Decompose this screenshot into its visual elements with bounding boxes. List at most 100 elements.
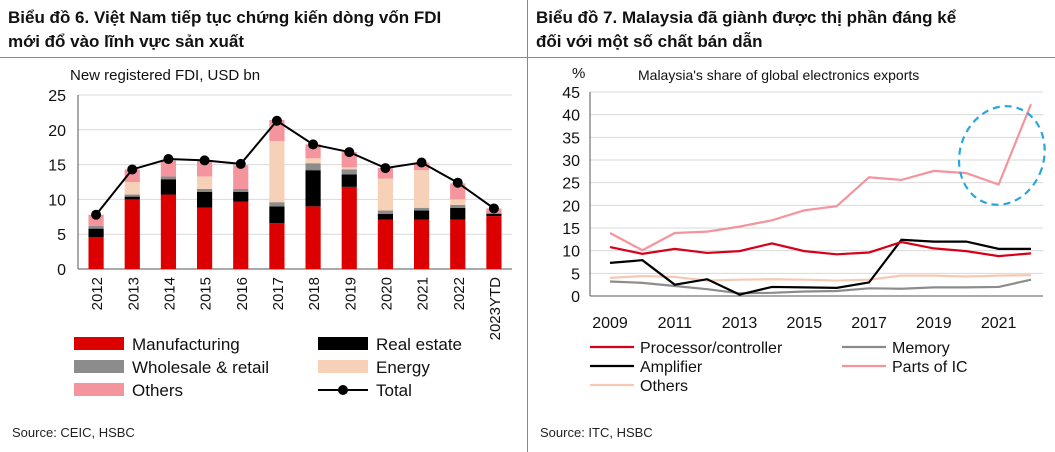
x-axis-ticks: 2009 2011 2013 2015 2017 2019 2021	[592, 315, 1016, 332]
x-tick-label: 2019	[342, 277, 359, 310]
x-tick-label: 2019	[916, 315, 952, 332]
bar-segment	[450, 219, 466, 269]
y-gridlines	[77, 94, 512, 270]
y-tick-label: 10	[48, 192, 66, 209]
x-tick-label: 2021	[415, 277, 432, 310]
bar-segment	[124, 194, 140, 197]
y-tick-label: 10	[562, 244, 580, 261]
legend-label: Manufacturing	[132, 335, 240, 354]
total-marker	[163, 154, 174, 165]
y-tick-label: 20	[48, 123, 66, 140]
bar-segment	[160, 179, 177, 195]
bar-segment	[124, 196, 140, 200]
right-title-line1: Biểu đồ 7. Malaysia đã giành được thị ph…	[536, 8, 957, 27]
legend-label: Amplifier	[640, 359, 703, 376]
bar-segment	[377, 214, 394, 220]
left-panel: Biểu đồ 6. Việt Nam tiếp tục chứng kiến …	[0, 0, 527, 452]
bar-segment	[88, 225, 104, 229]
legend-label: Memory	[892, 340, 950, 357]
total-marker	[199, 155, 210, 166]
legend-marker	[338, 385, 348, 395]
y-tick-label: 25	[562, 176, 580, 193]
bar-segment	[233, 201, 249, 269]
right-panel: Biểu đồ 7. Malaysia đã giành được thị ph…	[528, 0, 1055, 452]
legend-label: Energy	[376, 358, 430, 377]
series-line	[609, 238, 1031, 296]
bar-segment	[305, 163, 321, 171]
x-tick-label: 2011	[658, 315, 693, 332]
y-tick-label: 5	[57, 227, 66, 244]
bar-segment	[305, 170, 321, 207]
total-marker	[235, 158, 246, 169]
x-tick-label: 2014	[161, 277, 178, 310]
chart-title: Malaysia's share of global electronics e…	[638, 67, 919, 83]
x-tick-label: 2021	[981, 315, 1017, 332]
x-tick-label: 2017	[270, 277, 287, 310]
total-marker	[344, 147, 355, 158]
bar-segment	[341, 167, 357, 170]
bar-segment	[377, 210, 394, 215]
bar-segment	[341, 174, 357, 187]
x-tick-label: 2015	[198, 277, 215, 310]
annotation-ellipse	[957, 105, 1046, 206]
x-tick-label: 2013	[125, 277, 142, 310]
bar-segment	[413, 219, 430, 269]
legend-swatch	[74, 383, 124, 396]
bar-segment	[269, 206, 285, 224]
right-panel-title: Biểu đồ 7. Malaysia đã giành được thị ph…	[528, 0, 1055, 58]
legend: Processor/controller Memory Amplifier Parts…	[590, 340, 968, 395]
x-tick-label: 2018	[306, 277, 323, 310]
bar-segment	[196, 176, 213, 189]
panel-divider	[527, 0, 528, 452]
fdi-stacked-bar-chart: New registered FDI, USD bn 0 5 10 15 20 25 20…	[48, 67, 512, 400]
total-marker	[271, 115, 282, 126]
bar-segment	[233, 188, 249, 192]
bar-segment	[486, 214, 502, 217]
legend-swatch	[74, 360, 124, 373]
bar-segment	[124, 182, 140, 195]
x-tick-label: 2016	[234, 277, 251, 310]
x-tick-label: 2009	[592, 315, 628, 332]
legend-label: Others	[640, 378, 688, 395]
x-tick-label: 2022	[451, 277, 468, 310]
legend-label: Wholesale & retail	[132, 358, 269, 377]
total-marker	[416, 157, 427, 168]
right-title-line2: đối với một số chất bán dẫn	[536, 32, 763, 51]
series-line	[609, 274, 1032, 282]
bar-segment	[486, 216, 502, 269]
legend: Manufacturing Real estate Wholesale & reta…	[74, 335, 462, 400]
x-tick-label: 2012	[89, 277, 106, 310]
highlight-ellipse	[957, 105, 1046, 206]
bar-segment	[413, 170, 430, 208]
legend-label: Others	[132, 381, 183, 400]
bar-segment	[450, 199, 466, 205]
series-lines-group	[609, 103, 1033, 296]
x-tick-label: 2015	[787, 315, 823, 332]
bar-segment	[305, 206, 321, 269]
bar-segment	[233, 191, 249, 202]
x-axis-ticks: 2012 2013 2014 2015 2016 2017 2018 2019 2020 2021…	[89, 277, 504, 341]
x-tick-label: 2020	[378, 277, 395, 310]
legend-label: Total	[376, 381, 412, 400]
right-source: Source: ITC, HSBC	[540, 425, 653, 440]
left-title-line2: mới đổ vào lĩnh vực sản xuất	[8, 32, 245, 51]
legend-swatch	[318, 360, 368, 373]
y-gridlines	[589, 91, 1043, 297]
chart-title: New registered FDI, USD bn	[70, 67, 260, 84]
bars-group	[88, 120, 502, 269]
bar-segment	[377, 178, 394, 211]
bar-segment	[196, 188, 213, 192]
total-marker	[91, 209, 102, 220]
bar-segment	[196, 161, 213, 177]
x-tick-label: 2023YTD	[487, 277, 504, 341]
bar-segment	[341, 169, 357, 175]
left-panel-title: Biểu đồ 6. Việt Nam tiếp tục chứng kiến …	[0, 0, 527, 58]
total-marker	[488, 203, 499, 214]
bar-segment	[450, 204, 466, 208]
bar-segment	[160, 194, 177, 269]
left-source: Source: CEIC, HSBC	[12, 425, 135, 440]
bar-segment	[88, 228, 104, 237]
bar-segment	[88, 236, 104, 269]
y-tick-label: 15	[48, 158, 66, 175]
bar-segment	[450, 207, 466, 220]
